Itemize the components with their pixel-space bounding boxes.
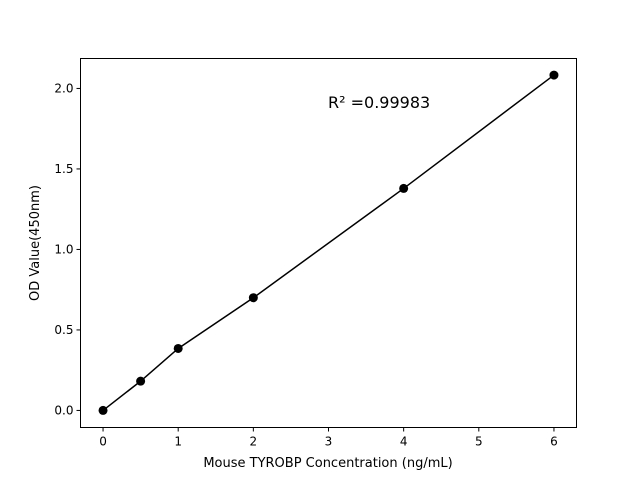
data-point [173,343,183,353]
y-tick-label: 0.0 [54,403,73,417]
x-tick-label: 0 [99,435,107,449]
x-tick-label: 4 [400,435,408,449]
x-axis-label: Mouse TYROBP Concentration (ng/mL) [203,456,452,471]
data-point [549,70,559,80]
y-tick-label: 1.5 [54,162,73,176]
data-point [136,376,146,386]
data-point [98,405,108,415]
y-tick-label: 1.0 [54,242,73,256]
x-tick-label: 3 [325,435,333,449]
data-point [399,183,409,193]
r-squared-annotation: R² =0.99983 [328,93,430,112]
x-tick-label: 2 [250,435,258,449]
data-point [248,293,258,303]
y-tick-label: 0.5 [54,323,73,337]
x-tick-label: 1 [174,435,182,449]
x-tick-label: 6 [550,435,558,449]
y-tick-label: 2.0 [54,81,73,95]
fit-line [102,74,555,412]
y-axis-label: OD Value(450nm) [28,185,43,301]
x-tick-label: 5 [475,435,483,449]
